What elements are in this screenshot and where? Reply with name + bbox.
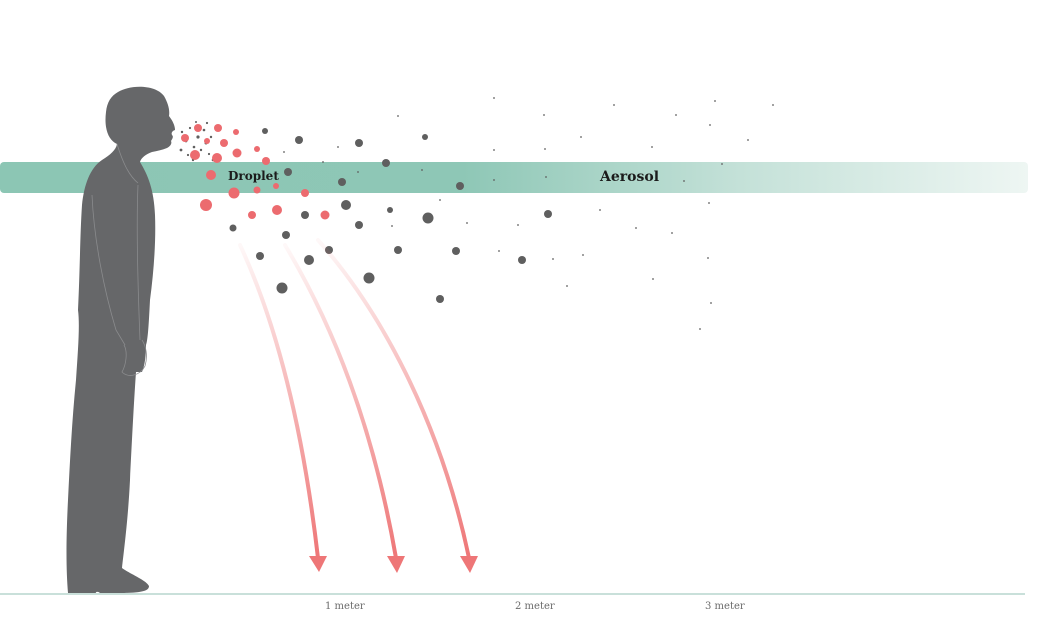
falling-arrows [238,238,478,573]
fall-arrow-2 [283,243,398,560]
arrowhead-1 [309,556,327,572]
arrowhead-3 [460,556,478,573]
droplet-label: Droplet [228,169,279,183]
aerosol-label: Aerosol [599,169,659,185]
droplets [181,124,330,220]
aerosol-dust [283,97,774,330]
fall-arrow-3 [316,238,471,560]
aerosol-particles [229,128,552,303]
person-silhouette [66,86,175,594]
fall-arrow-1 [238,243,320,560]
distance-tick-1m: 1 meter [325,601,365,612]
aerosol-band [0,162,1028,193]
distance-tick-3m: 3 meter [705,601,745,612]
arrowhead-2 [387,556,405,573]
distance-tick-2m: 2 meter [515,601,555,612]
